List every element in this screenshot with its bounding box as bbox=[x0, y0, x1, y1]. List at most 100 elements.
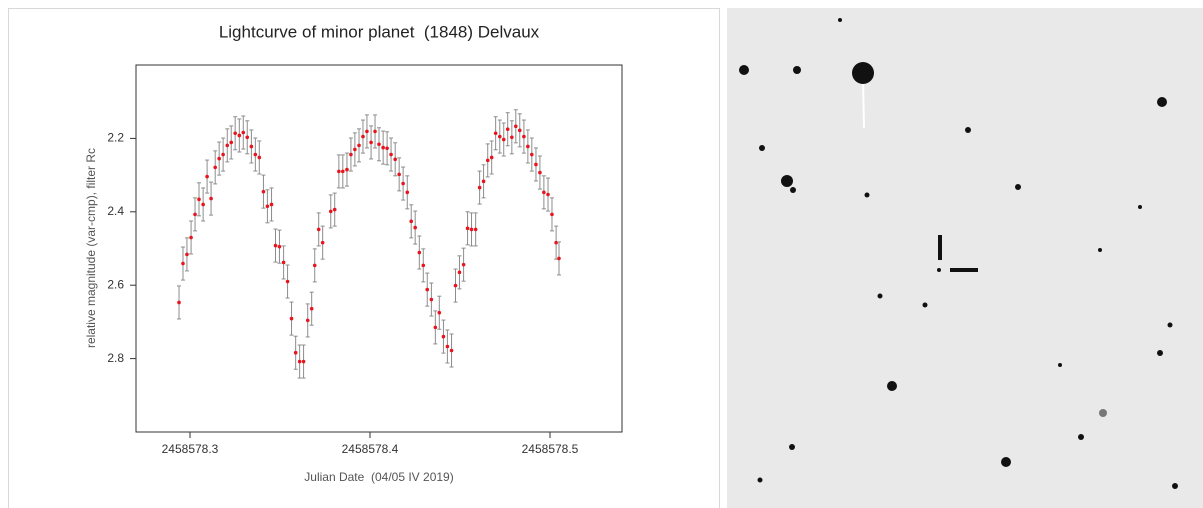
point bbox=[213, 165, 217, 170]
chart-title: Lightcurve of minor planet (1848) Delvau… bbox=[219, 22, 540, 41]
x-tick-label: 2458578.3 bbox=[162, 442, 219, 456]
point bbox=[401, 181, 405, 186]
point bbox=[405, 190, 410, 195]
point bbox=[209, 196, 213, 201]
point bbox=[389, 152, 393, 157]
point bbox=[265, 204, 270, 209]
point bbox=[417, 250, 422, 255]
point bbox=[530, 152, 534, 157]
point bbox=[465, 226, 470, 231]
star-streak bbox=[862, 77, 865, 129]
point bbox=[269, 202, 274, 207]
point bbox=[217, 156, 221, 161]
x-axis-label: Julian Date (04/05 IV 2019) bbox=[304, 470, 453, 484]
point bbox=[241, 130, 246, 135]
point bbox=[312, 263, 317, 268]
point bbox=[301, 359, 306, 364]
point bbox=[189, 235, 193, 240]
point bbox=[316, 227, 321, 232]
star bbox=[790, 187, 796, 193]
point bbox=[457, 270, 462, 275]
x-tick-label: 2458578.4 bbox=[342, 442, 399, 456]
point bbox=[353, 147, 357, 152]
point bbox=[557, 256, 561, 261]
point bbox=[245, 135, 250, 140]
point bbox=[237, 133, 242, 138]
star bbox=[793, 66, 801, 74]
point bbox=[233, 131, 237, 136]
point bbox=[341, 169, 345, 174]
point bbox=[337, 169, 341, 174]
point bbox=[381, 145, 385, 150]
star bbox=[739, 65, 749, 75]
star bbox=[965, 127, 971, 133]
point bbox=[449, 348, 454, 353]
point bbox=[377, 142, 381, 147]
y-tick-label: 2.4 bbox=[107, 204, 124, 218]
point bbox=[345, 167, 349, 172]
point bbox=[361, 134, 365, 139]
point bbox=[542, 190, 546, 195]
point bbox=[453, 283, 458, 288]
point bbox=[421, 263, 426, 268]
point bbox=[485, 158, 490, 163]
y-axis-label: relative magnitude (var-cmp), filter Rc bbox=[84, 148, 98, 348]
star bbox=[1058, 363, 1062, 367]
point bbox=[473, 227, 478, 232]
point bbox=[225, 143, 230, 148]
point bbox=[538, 170, 542, 175]
point bbox=[181, 261, 185, 266]
point bbox=[289, 316, 294, 321]
point bbox=[441, 334, 446, 339]
point bbox=[281, 260, 286, 265]
star bbox=[877, 293, 883, 299]
point bbox=[522, 134, 526, 139]
point bbox=[425, 287, 430, 292]
star bbox=[789, 444, 795, 450]
point bbox=[514, 124, 518, 129]
point bbox=[285, 279, 290, 284]
point bbox=[497, 134, 502, 139]
galaxy bbox=[1099, 409, 1107, 417]
star bbox=[1138, 205, 1142, 209]
point bbox=[477, 185, 482, 190]
point bbox=[229, 140, 234, 145]
star bbox=[852, 62, 874, 84]
point bbox=[373, 129, 377, 134]
point bbox=[510, 135, 514, 140]
star bbox=[1098, 248, 1102, 252]
marker-horizontal bbox=[950, 268, 978, 272]
point bbox=[277, 244, 282, 249]
star bbox=[1172, 483, 1178, 489]
point bbox=[193, 212, 197, 217]
star bbox=[1015, 184, 1021, 190]
y-tick-label: 2.6 bbox=[107, 277, 124, 291]
star bbox=[1167, 322, 1173, 328]
star bbox=[1157, 97, 1167, 107]
point bbox=[320, 240, 325, 245]
star bbox=[922, 302, 928, 308]
point bbox=[177, 300, 181, 305]
point bbox=[365, 129, 369, 134]
point bbox=[385, 146, 389, 151]
point bbox=[501, 137, 506, 142]
point bbox=[328, 209, 333, 214]
point bbox=[505, 127, 510, 132]
point bbox=[257, 155, 262, 160]
point bbox=[205, 174, 209, 179]
point bbox=[201, 202, 205, 207]
x-tick-label: 2458578.5 bbox=[522, 442, 579, 456]
y-tick-label: 2.8 bbox=[107, 351, 124, 365]
sky-background bbox=[727, 8, 1203, 508]
point bbox=[297, 359, 302, 364]
point bbox=[429, 297, 434, 302]
plot-frame bbox=[135, 64, 623, 433]
star bbox=[781, 175, 793, 187]
point bbox=[349, 152, 353, 157]
point bbox=[534, 162, 538, 167]
point bbox=[305, 318, 310, 323]
point bbox=[546, 192, 550, 197]
star bbox=[1078, 434, 1084, 440]
